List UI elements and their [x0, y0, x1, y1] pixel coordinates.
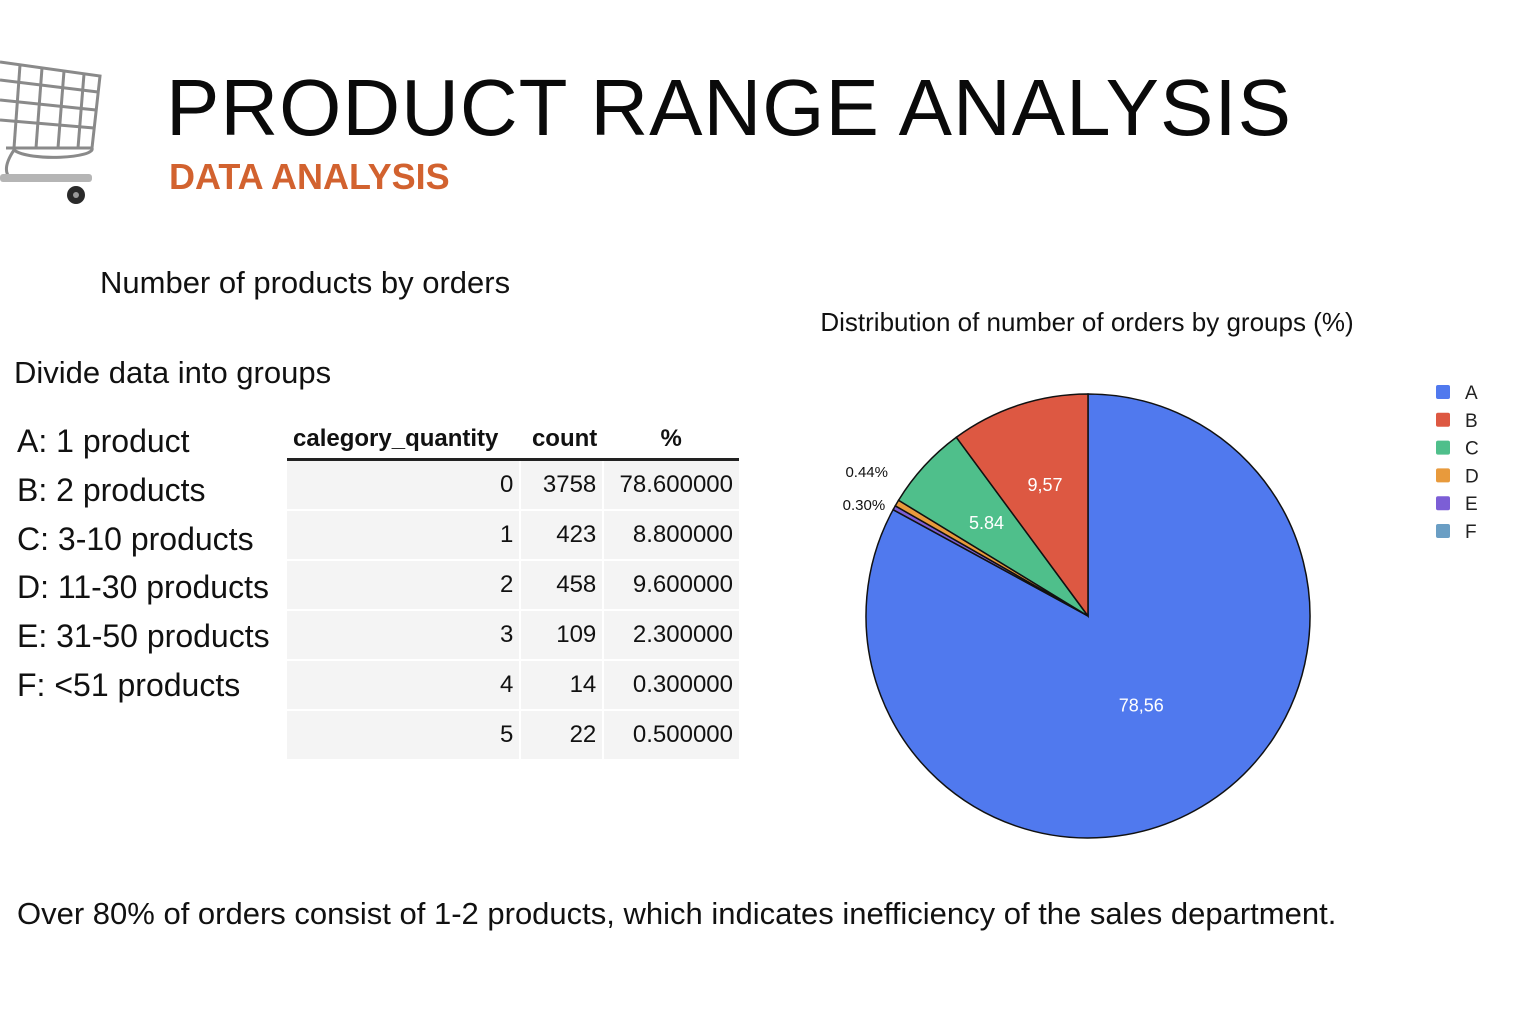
cell-percent: 78.600000 [603, 459, 739, 511]
cell-percent: 0.300000 [603, 660, 739, 711]
cell-category: 4 [287, 660, 522, 711]
group-item: C: 3-10 products [17, 520, 254, 557]
table-row: 0 3758 78.600000 [287, 459, 739, 511]
cell-count: 109 [520, 610, 605, 661]
data-label-b: 9,57 [1028, 475, 1063, 495]
category-quantity-table: calegory_quantity count % 0 3758 78.6000… [287, 420, 739, 761]
table-row: 4 14 0.300000 [287, 660, 739, 711]
legend-swatch-d [1436, 468, 1450, 483]
cell-category: 0 [287, 459, 522, 511]
column-header-category: calegory_quantity [287, 420, 521, 461]
cell-count: 3758 [520, 459, 605, 511]
cell-percent: 9.600000 [603, 560, 739, 611]
table-row: 1 423 8.800000 [287, 510, 739, 561]
column-header-count: count [520, 420, 604, 461]
group-item: E: 31-50 products [17, 618, 270, 655]
cell-category: 3 [287, 610, 522, 661]
group-item: F: <51 products [17, 666, 241, 703]
groups-heading: Divide data into groups [14, 355, 332, 390]
data-label-c: 5.84 [969, 513, 1004, 533]
cell-count: 22 [520, 710, 605, 761]
table-row: 5 22 0.500000 [287, 710, 739, 761]
cell-percent: 0.500000 [603, 710, 739, 761]
legend-label-e: E [1465, 494, 1478, 515]
pie-slice-b [955, 393, 1089, 619]
table-row: 3 109 2.300000 [287, 610, 739, 661]
cell-percent: 8.800000 [603, 510, 739, 561]
cell-category: 1 [287, 510, 522, 561]
cell-count: 14 [520, 660, 605, 711]
pie-chart-area: Distribution of number of orders by grou… [800, 300, 1536, 880]
pie-slice-a [865, 393, 1311, 839]
page-subtitle: DATA ANALYSIS [169, 156, 450, 197]
page-title: PRODUCT RANGE ANALYSIS [166, 63, 1292, 152]
legend-label-d: D [1465, 466, 1479, 487]
cell-category: 5 [287, 710, 522, 761]
cell-count: 423 [520, 510, 605, 561]
data-label-e: 0.30% [843, 497, 886, 514]
legend-swatch-c [1436, 440, 1450, 455]
legend-swatch-e [1436, 496, 1450, 511]
shopping-cart-icon [0, 60, 102, 204]
section-heading: Number of products by orders [100, 265, 511, 300]
conclusion-text: Over 80% of orders consist of 1-2 produc… [17, 896, 1337, 931]
group-item: D: 11-30 products [17, 569, 269, 606]
table-row: 2 458 9.600000 [287, 560, 739, 611]
group-item: A: 1 product [17, 423, 190, 459]
cell-count: 458 [520, 560, 605, 611]
legend-swatch-f [1436, 524, 1450, 538]
chart-title: Distribution of number of orders by grou… [820, 307, 1353, 337]
data-label-a: 78,56 [1119, 696, 1164, 716]
data-label-d: 0.44% [845, 464, 888, 481]
table-header-row: calegory_quantity count % [287, 420, 739, 461]
legend-swatch-b [1436, 412, 1450, 427]
column-header-percent: % [603, 420, 739, 461]
legend-swatch-a [1436, 385, 1450, 399]
legend-label-a: A [1465, 383, 1478, 404]
legend-label-c: C [1465, 439, 1479, 460]
legend-label-f: F [1465, 522, 1477, 543]
pie-chart: Distribution of number of orders by grou… [820, 307, 1479, 839]
group-item: B: 2 products [17, 471, 206, 508]
legend-label-b: B [1465, 411, 1478, 432]
groups-list: A: 1 product B: 2 products C: 3-10 produ… [17, 419, 270, 712]
cell-percent: 2.300000 [603, 610, 739, 661]
cell-category: 2 [287, 560, 522, 611]
